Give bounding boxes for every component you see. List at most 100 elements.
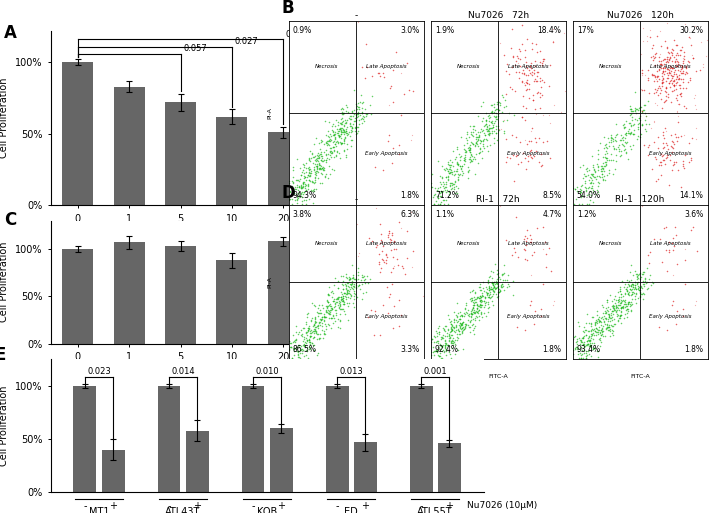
Point: [383, 101, 395, 109]
Point: [318, 140, 330, 148]
Point: [442, 326, 453, 334]
Point: [625, 145, 636, 153]
Point: [452, 309, 464, 317]
Point: [343, 283, 355, 291]
Point: [484, 272, 496, 280]
Point: [695, 66, 706, 74]
Point: [456, 328, 468, 336]
Point: [614, 141, 625, 149]
Point: [320, 172, 331, 180]
Point: [645, 71, 657, 79]
Point: [668, 82, 679, 90]
Point: [401, 254, 413, 263]
Point: [341, 123, 352, 131]
Point: [448, 327, 460, 335]
Point: [601, 324, 613, 332]
Point: [352, 292, 363, 301]
Point: [646, 165, 658, 173]
Point: [284, 337, 295, 345]
Point: [467, 304, 479, 312]
Point: [325, 148, 336, 156]
Point: [594, 317, 606, 325]
Point: [407, 247, 419, 255]
Point: [606, 297, 618, 305]
Point: [295, 171, 307, 179]
Point: [331, 306, 342, 314]
Point: [593, 323, 605, 331]
Point: [471, 308, 483, 316]
Point: [620, 302, 632, 310]
Point: [589, 326, 601, 334]
Bar: [114, 87, 144, 205]
Point: [317, 165, 329, 173]
Point: [483, 283, 495, 291]
Point: [575, 337, 587, 345]
Point: [617, 302, 629, 310]
Point: [465, 157, 477, 165]
Point: [579, 176, 591, 185]
Point: [308, 327, 319, 335]
Point: [304, 322, 316, 330]
Point: [524, 151, 536, 159]
Point: [289, 196, 300, 205]
Point: [336, 128, 348, 136]
Point: [580, 352, 592, 361]
Bar: [62, 62, 93, 205]
Point: [654, 50, 666, 58]
Point: [513, 59, 524, 67]
Point: [625, 298, 637, 306]
Point: [323, 132, 334, 141]
Point: [349, 110, 360, 118]
Point: [484, 121, 495, 129]
Point: [320, 302, 331, 310]
Point: [323, 119, 335, 127]
Point: [301, 336, 313, 344]
Point: [493, 288, 505, 297]
Point: [517, 66, 529, 74]
Point: [434, 200, 445, 208]
Point: [437, 162, 448, 170]
Point: [638, 294, 649, 303]
Point: [462, 321, 474, 329]
Point: [337, 126, 349, 134]
Text: -: -: [335, 501, 339, 511]
Point: [298, 324, 310, 332]
Point: [623, 282, 635, 290]
Point: [471, 304, 482, 312]
Point: [666, 75, 677, 84]
Point: [666, 148, 678, 156]
Point: [632, 278, 643, 286]
Point: [333, 149, 344, 157]
Point: [602, 323, 614, 331]
Point: [599, 309, 611, 317]
Point: [531, 139, 542, 147]
Point: [318, 148, 329, 156]
Point: [534, 74, 546, 82]
Point: [380, 256, 391, 264]
Point: [586, 313, 598, 321]
Point: [444, 334, 456, 342]
Point: [657, 56, 669, 64]
Point: [287, 338, 299, 346]
Point: [306, 339, 318, 347]
Point: [342, 103, 353, 111]
Point: [519, 232, 531, 240]
Point: [611, 311, 622, 320]
Point: [320, 151, 331, 159]
Point: [323, 309, 334, 318]
Point: [328, 281, 339, 289]
Point: [455, 165, 466, 173]
Point: [311, 351, 323, 360]
Point: [486, 109, 497, 117]
Text: 0.014: 0.014: [171, 367, 195, 377]
Point: [615, 319, 627, 327]
Point: [480, 116, 492, 125]
Point: [600, 147, 612, 155]
Point: [662, 65, 674, 73]
Point: [468, 308, 479, 317]
Point: [593, 182, 604, 190]
Point: [310, 328, 322, 337]
Point: [321, 146, 332, 154]
Point: [525, 147, 536, 155]
Point: [610, 151, 622, 159]
